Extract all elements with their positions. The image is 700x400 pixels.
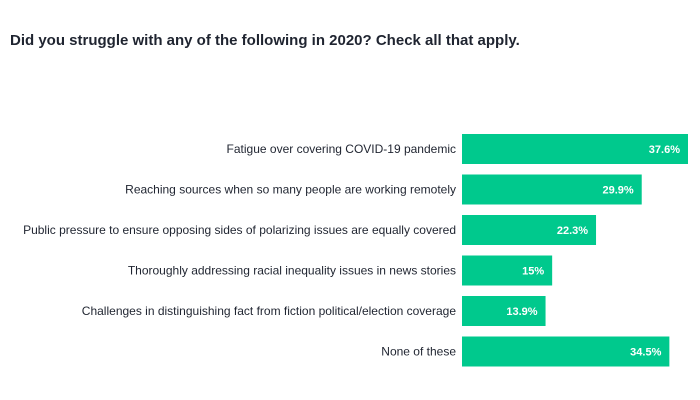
bar [462,296,546,326]
value-label: 13.9% [506,306,537,318]
value-label: 37.6% [649,144,680,156]
chart-title: Did you struggle with any of the followi… [10,32,520,49]
value-label: 15% [522,266,544,278]
category-label: Reaching sources when so many people are… [125,183,456,197]
bar [462,174,642,205]
value-label: 22.3% [557,225,588,237]
bar [462,215,597,245]
bar [462,134,688,164]
category-label: Public pressure to ensure opposing sides… [23,223,456,237]
category-label: Thoroughly addressing racial inequality … [128,264,456,278]
value-label: 29.9% [603,185,634,197]
bar [462,336,670,367]
category-label: Fatigue over covering COVID-19 pandemic [227,142,456,156]
category-label: None of these [381,345,456,359]
value-label: 34.5% [630,347,661,359]
category-label: Challenges in distinguishing fact from f… [82,304,457,318]
bar [462,255,553,286]
